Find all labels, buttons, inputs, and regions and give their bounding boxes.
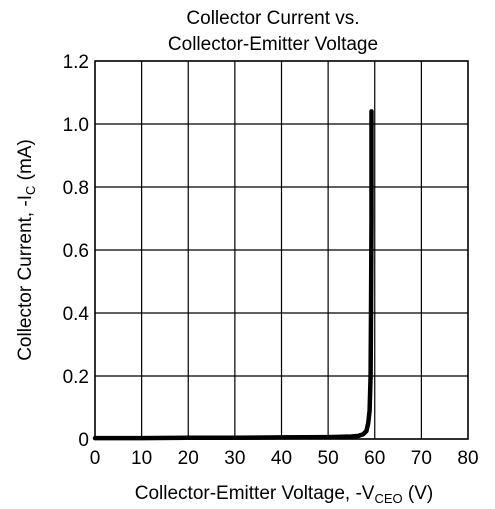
y-axis-label: Collector Current, -IC (mA) [15,139,38,361]
chart-title-line-2: Collector-Emitter Voltage [168,34,378,55]
x-tick-label: 30 [224,448,245,469]
series-group [92,109,374,441]
y-tick-label: 0 [78,430,89,451]
x-tick-label: 70 [411,448,432,469]
x-tick-label: 10 [131,448,152,469]
y-tick-label: 1.2 [63,52,89,73]
y-tick-label: 0.2 [63,367,89,388]
x-tick-label: 80 [457,448,478,469]
y-tick-label: 0.8 [63,178,89,199]
x-tick-label: 0 [90,448,101,469]
series-line [92,109,374,441]
grid [94,60,469,440]
x-axis-label: Collector-Emitter Voltage, -VCEO (V) [135,483,433,506]
y-tick-label: 1.0 [63,115,89,136]
x-tick-label: 50 [318,448,339,469]
x-tick-labels: 0 10 20 30 40 50 60 70 80 [90,448,479,469]
y-tick-labels: 0 0.2 0.4 0.6 0.8 1.0 1.2 [63,52,90,451]
y-tick-label: 0.4 [63,304,90,325]
chart-title-line-1: Collector Current vs. [186,8,359,29]
y-tick-label: 0.6 [63,241,89,262]
x-tick-label: 40 [271,448,292,469]
x-tick-label: 60 [364,448,385,469]
x-tick-label: 20 [178,448,199,469]
